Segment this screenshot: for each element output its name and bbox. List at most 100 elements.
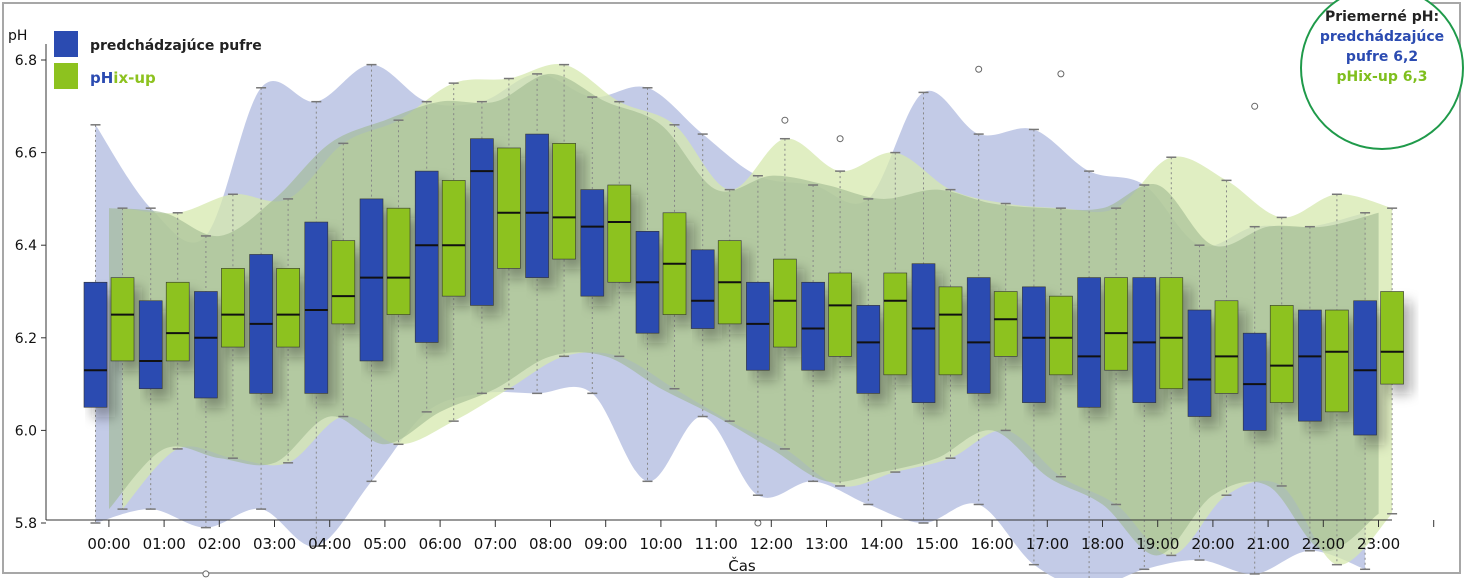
box-series-2-23:00 bbox=[1380, 291, 1404, 385]
box-series-2-13:00 bbox=[828, 272, 852, 357]
box-series-2-18:00 bbox=[1104, 277, 1128, 371]
box-series-2-14:00 bbox=[883, 272, 908, 376]
y-tick-label: 6.4 bbox=[15, 238, 37, 254]
x-tick-label: 00:00 bbox=[87, 535, 130, 553]
box-series-2-19:00 bbox=[1159, 277, 1184, 390]
legend-swatch-series-1 bbox=[54, 31, 78, 57]
x-tick-label: 12:00 bbox=[750, 535, 793, 553]
box-series-2-02:00 bbox=[221, 268, 245, 348]
box-series-2-00:00 bbox=[110, 277, 135, 362]
box-series-2-22:00 bbox=[1325, 309, 1349, 413]
x-tick-label: 03:00 bbox=[253, 535, 296, 553]
outlier-point bbox=[975, 65, 983, 73]
x-tick-label: 17:00 bbox=[1026, 535, 1069, 553]
x-tick-label: 13:00 bbox=[805, 535, 848, 553]
x-tick-label: 01:00 bbox=[143, 535, 186, 553]
outlier-point bbox=[781, 116, 789, 124]
x-tick-label: 21:00 bbox=[1247, 535, 1290, 553]
box-series-2-16:00 bbox=[993, 291, 1018, 357]
y-tick-label: 6.8 bbox=[15, 53, 37, 69]
badge-line-1: predchádzajúce bbox=[1319, 29, 1445, 45]
box-series-1-20:00 bbox=[1187, 309, 1212, 417]
x-tick-label: 06:00 bbox=[419, 535, 462, 553]
x-tick-label: 09:00 bbox=[584, 535, 627, 553]
box-series-1-13:00 bbox=[801, 281, 825, 371]
box-series-2-12:00 bbox=[773, 258, 797, 348]
box-series-1-22:00 bbox=[1298, 309, 1322, 422]
outlier-point bbox=[1057, 70, 1065, 78]
box-series-1-05:00 bbox=[359, 198, 384, 362]
box-series-1-16:00 bbox=[966, 277, 991, 394]
y-tick-label: 6.6 bbox=[15, 146, 37, 162]
legend-swatch-series-2 bbox=[54, 63, 78, 89]
box-series-1-07:00 bbox=[470, 138, 494, 306]
badge-line-2: pufre 6,2 bbox=[1345, 49, 1419, 65]
box-series-1-17:00 bbox=[1022, 286, 1046, 403]
box-series-2-15:00 bbox=[938, 286, 963, 376]
legend-label-series-2-suffix: ix-up bbox=[113, 69, 156, 87]
box-series-1-15:00 bbox=[911, 263, 936, 403]
box-series-2-06:00 bbox=[441, 180, 466, 297]
x-tick-label: 11:00 bbox=[695, 535, 738, 553]
x-tick-label: 02:00 bbox=[198, 535, 241, 553]
box-series-1-11:00 bbox=[690, 249, 715, 329]
legend: predchádzajúce pufre pHix-up bbox=[54, 31, 262, 89]
legend-label-series-2: pHix-up bbox=[90, 69, 156, 87]
legend-label-series-1: predchádzajúce pufre bbox=[90, 38, 262, 54]
x-tick-label: 16:00 bbox=[971, 535, 1014, 553]
box-series-2-05:00 bbox=[386, 207, 411, 315]
x-tick-label: 22:00 bbox=[1302, 535, 1345, 553]
box-series-1-21:00 bbox=[1242, 332, 1267, 431]
box-series-2-01:00 bbox=[165, 281, 190, 362]
box-series-1-01:00 bbox=[138, 300, 163, 390]
boxes bbox=[83, 133, 1404, 436]
x-tick-label: 20:00 bbox=[1191, 535, 1234, 553]
box-series-2-20:00 bbox=[1214, 300, 1239, 394]
x-tick-label: 08:00 bbox=[529, 535, 572, 553]
box-series-2-21:00 bbox=[1269, 305, 1294, 403]
box-series-1-02:00 bbox=[194, 291, 218, 399]
box-series-1-04:00 bbox=[304, 221, 329, 394]
y-axis-title: pH bbox=[8, 28, 27, 44]
box-series-1-12:00 bbox=[746, 281, 770, 371]
x-tick-label: 23:00 bbox=[1357, 535, 1400, 553]
box-series-2-17:00 bbox=[1049, 295, 1073, 376]
average-ph-badge: Priemerné pH: predchádzajúce pufre 6,2 p… bbox=[1300, 0, 1464, 150]
x-tick-label: 10:00 bbox=[639, 535, 682, 553]
box-series-2-09:00 bbox=[607, 184, 632, 283]
x-tick-label: 04:00 bbox=[308, 535, 351, 553]
badge-line-3: pHix-up 6,3 bbox=[1336, 69, 1428, 85]
x-axis-title: Čas bbox=[728, 556, 756, 575]
box-series-2-04:00 bbox=[331, 240, 356, 325]
y-tick-label: 6.0 bbox=[15, 423, 37, 439]
box-series-2-03:00 bbox=[276, 268, 300, 348]
x-tick-label: 14:00 bbox=[860, 535, 903, 553]
x-tick-label: 18:00 bbox=[1081, 535, 1124, 553]
outlier-point bbox=[754, 519, 762, 527]
legend-label-series-2-prefix: pH bbox=[90, 69, 113, 87]
outlier-point bbox=[1251, 102, 1259, 110]
x-tick-label: 15:00 bbox=[915, 535, 958, 553]
box-series-1-23:00 bbox=[1353, 300, 1377, 436]
box-series-2-07:00 bbox=[497, 147, 521, 269]
box-series-1-00:00 bbox=[83, 281, 108, 408]
y-tick-label: 6.2 bbox=[15, 331, 37, 347]
box-series-1-06:00 bbox=[414, 170, 439, 343]
x-tick-label: 05:00 bbox=[363, 535, 406, 553]
outlier-point bbox=[202, 570, 210, 578]
box-series-1-14:00 bbox=[856, 305, 881, 394]
x-tick-label: 07:00 bbox=[474, 535, 517, 553]
box-series-1-18:00 bbox=[1077, 277, 1101, 408]
outlier-point bbox=[836, 135, 844, 143]
outliers bbox=[202, 65, 1259, 578]
axes: 5.8 6.0 6.2 6.4 6.6 6.8 pH 00:00 01:00 02:00 03:00… bbox=[8, 28, 1435, 575]
box-series-2-08:00 bbox=[552, 143, 576, 260]
box-series-1-19:00 bbox=[1132, 277, 1157, 403]
x-tick-label: 19:00 bbox=[1136, 535, 1179, 553]
badge-title: Priemerné pH: bbox=[1324, 9, 1440, 25]
box-series-1-08:00 bbox=[525, 133, 549, 278]
box-series-1-09:00 bbox=[580, 189, 605, 297]
y-tick-label: 5.8 bbox=[15, 516, 37, 532]
